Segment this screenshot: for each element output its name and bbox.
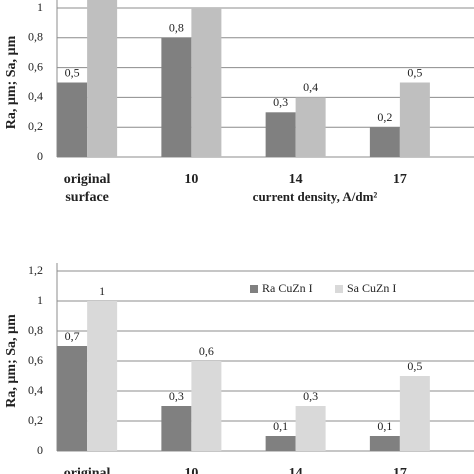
value-label: 0,5 xyxy=(65,65,80,79)
value-label: 0,1 xyxy=(377,419,392,433)
bar xyxy=(87,301,118,451)
y-tick-label: 1,2 xyxy=(28,263,43,277)
x-tick-label: 14 xyxy=(289,172,303,187)
chart: 0 0,2 0,4 0,6 0,8 1 original surface 0,5 10 0,8 14 0… xyxy=(4,0,474,205)
bar xyxy=(57,82,88,157)
y-tick-label: 0,6 xyxy=(28,353,43,367)
x-tick-label: 10 xyxy=(184,172,198,187)
x-tick-line: surface xyxy=(65,190,109,205)
bar xyxy=(369,127,400,157)
y-tick-label: 0,4 xyxy=(28,89,43,103)
bar xyxy=(161,406,192,451)
value-label: 0,7 xyxy=(65,329,80,343)
y-axis-title: Ra, µm; Sa, µm xyxy=(4,35,19,129)
legend-label: Ra CuZn I xyxy=(262,281,313,295)
bar xyxy=(191,8,222,157)
value-label: 0,6 xyxy=(199,344,214,358)
bar xyxy=(161,37,192,157)
y-tick-label: 0,2 xyxy=(28,413,43,427)
value-label: 1 xyxy=(99,284,105,298)
y-tick-label: 0,6 xyxy=(28,59,43,73)
y-tick-label: 0,4 xyxy=(28,383,43,397)
value-label: 0,2 xyxy=(377,110,392,124)
y-tick-label: 0 xyxy=(37,149,43,163)
chart: 0 0,2 0,4 0,6 0,8 1 1,2 original 0,7 1 10 0,3 0,6 14 0… xyxy=(4,263,474,474)
y-tick-label: 0 xyxy=(37,443,43,457)
x-axis-title: current density, A/dm² xyxy=(253,189,378,204)
value-label: 0,3 xyxy=(169,389,184,403)
bar xyxy=(399,376,430,451)
bar xyxy=(369,436,400,451)
value-label: 0,3 xyxy=(303,389,318,403)
x-tick-label: 14 xyxy=(289,466,303,474)
x-tick-label: 17 xyxy=(393,466,407,474)
bar xyxy=(87,0,118,157)
legend-label: Sa CuZn I xyxy=(347,281,396,295)
value-label: 0,5 xyxy=(407,65,422,79)
x-tick-label: original xyxy=(64,466,111,474)
bar xyxy=(295,97,326,157)
value-label: 0,5 xyxy=(407,359,422,373)
bar xyxy=(265,112,296,157)
bar xyxy=(57,346,88,451)
y-tick-label: 1 xyxy=(37,0,43,14)
x-tick-line: original xyxy=(64,172,111,187)
value-label: 0,1 xyxy=(273,419,288,433)
y-axis-title: Ra, µm; Sa, µm xyxy=(4,314,19,408)
x-tick-label: original surface xyxy=(64,172,111,205)
bar xyxy=(191,361,222,451)
legend-swatch xyxy=(250,285,258,293)
bar xyxy=(295,406,326,451)
y-tick-label: 0,2 xyxy=(28,119,43,133)
x-tick-label: 17 xyxy=(393,172,407,187)
bar xyxy=(399,82,430,157)
bar xyxy=(265,436,296,451)
y-tick-label: 1 xyxy=(37,293,43,307)
value-label: 0,3 xyxy=(273,95,288,109)
y-tick-label: 0,8 xyxy=(28,323,43,337)
x-tick-label: 10 xyxy=(184,466,198,474)
legend-swatch xyxy=(335,285,343,293)
value-label: 0,8 xyxy=(169,21,184,35)
y-tick-label: 0,8 xyxy=(28,30,43,44)
value-label: 0,4 xyxy=(303,80,318,94)
